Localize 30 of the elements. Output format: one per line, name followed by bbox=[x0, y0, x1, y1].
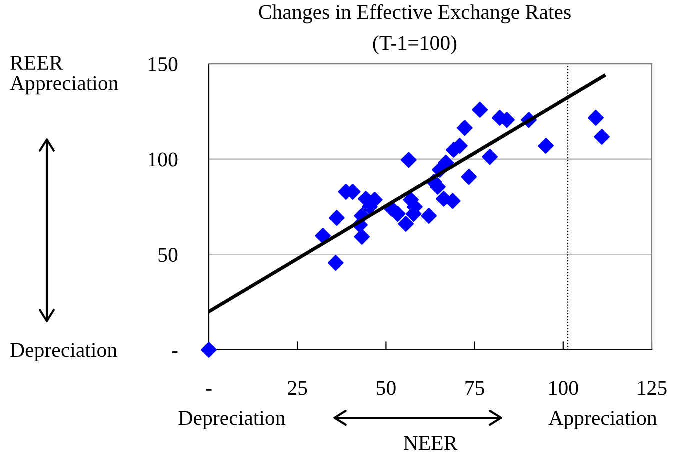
chart-title: Changes in Effective Exchange Rates bbox=[259, 4, 571, 24]
y-tick-label: - bbox=[172, 352, 178, 354]
point bbox=[538, 138, 554, 154]
point bbox=[354, 228, 370, 245]
x-tick-label: 50 bbox=[376, 381, 396, 396]
point bbox=[328, 210, 345, 226]
y-tick-label: 100 bbox=[149, 152, 178, 167]
point bbox=[400, 152, 417, 168]
x-tick-label: 25 bbox=[288, 381, 308, 396]
x-tick-label: 75 bbox=[466, 381, 484, 396]
point bbox=[482, 149, 498, 166]
point bbox=[328, 255, 344, 272]
x-tick-label: 125 bbox=[638, 381, 667, 396]
y-tick-label: 150 bbox=[149, 57, 178, 72]
text: Depreciation bbox=[10, 343, 118, 362]
text: Depreciation bbox=[178, 411, 286, 430]
text: REER Appreciation bbox=[10, 56, 118, 95]
point bbox=[594, 129, 610, 146]
point bbox=[315, 228, 332, 244]
point bbox=[421, 208, 438, 224]
y-tick-label: 50 bbox=[158, 248, 178, 262]
point bbox=[398, 216, 414, 232]
text: Appreciation bbox=[548, 411, 658, 430]
chart-subtitle: (T-1=100) bbox=[373, 36, 457, 54]
x-axis-title: NEER bbox=[404, 436, 458, 450]
point bbox=[472, 102, 488, 118]
point bbox=[456, 120, 473, 136]
point bbox=[461, 169, 478, 186]
x-tick-label: 100 bbox=[550, 381, 578, 396]
point bbox=[588, 110, 604, 126]
